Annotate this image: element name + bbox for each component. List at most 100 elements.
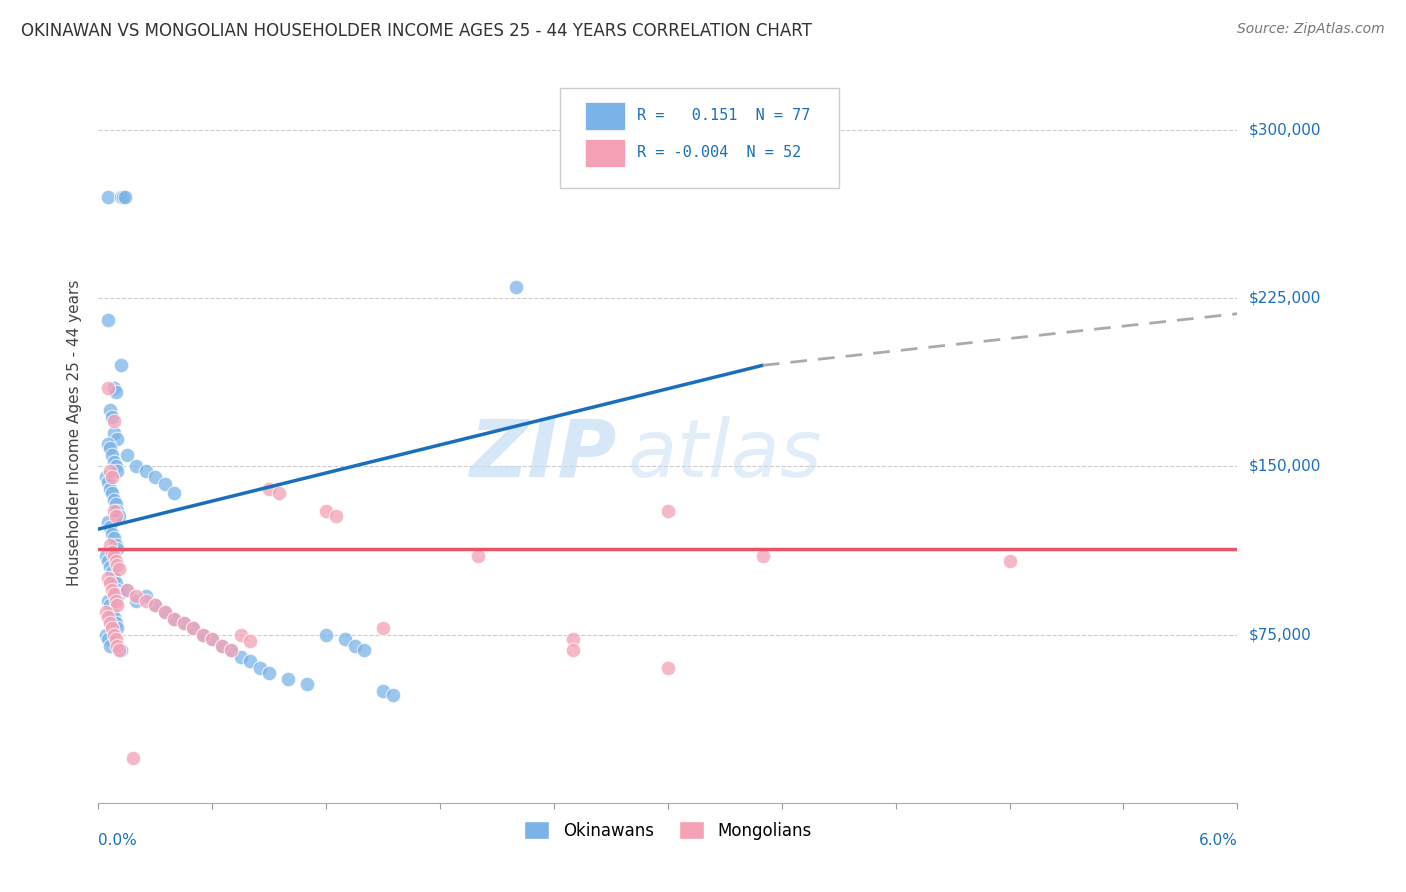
Point bbox=[94, 605, 117, 619]
Text: $300,000: $300,000 bbox=[1249, 122, 1320, 137]
Point bbox=[239, 655, 262, 669]
Point bbox=[107, 433, 129, 447]
Text: OKINAWAN VS MONGOLIAN HOUSEHOLDER INCOME AGES 25 - 44 YEARS CORRELATION CHART: OKINAWAN VS MONGOLIAN HOUSEHOLDER INCOME… bbox=[21, 22, 813, 40]
Point bbox=[110, 359, 132, 373]
Point bbox=[114, 190, 136, 204]
Point bbox=[211, 639, 233, 653]
Point bbox=[97, 381, 120, 395]
Point bbox=[249, 661, 271, 675]
Point bbox=[163, 486, 186, 500]
Point bbox=[371, 683, 394, 698]
Point bbox=[103, 609, 125, 624]
Point bbox=[100, 605, 122, 619]
Text: atlas: atlas bbox=[628, 416, 823, 494]
Point bbox=[107, 558, 129, 572]
Point bbox=[104, 385, 127, 400]
Point bbox=[110, 190, 132, 204]
Point bbox=[104, 538, 127, 552]
Point bbox=[97, 553, 120, 567]
Point bbox=[97, 437, 120, 451]
Point bbox=[97, 475, 120, 489]
Point bbox=[100, 486, 122, 500]
Point bbox=[267, 486, 290, 500]
Text: ZIP: ZIP bbox=[470, 416, 617, 494]
Point bbox=[97, 313, 120, 327]
Point bbox=[107, 542, 129, 557]
Point bbox=[153, 605, 176, 619]
Point bbox=[98, 520, 121, 534]
Point bbox=[98, 442, 121, 456]
Point bbox=[104, 576, 127, 591]
Point bbox=[277, 673, 299, 687]
Point bbox=[239, 634, 262, 648]
Point bbox=[103, 627, 125, 641]
Point bbox=[115, 582, 138, 597]
Point bbox=[325, 508, 347, 523]
Point bbox=[104, 497, 127, 511]
Point bbox=[115, 448, 138, 462]
Point bbox=[657, 661, 679, 675]
Point bbox=[145, 470, 166, 484]
Point bbox=[335, 632, 357, 646]
Point bbox=[103, 414, 125, 428]
Point bbox=[97, 594, 120, 608]
Point bbox=[259, 482, 281, 496]
Point bbox=[371, 621, 394, 635]
Point bbox=[191, 627, 214, 641]
Point bbox=[103, 455, 125, 469]
Point bbox=[229, 650, 252, 665]
Point bbox=[97, 632, 120, 646]
Point bbox=[191, 627, 214, 641]
Point bbox=[107, 504, 129, 518]
Point bbox=[108, 562, 131, 576]
Point bbox=[163, 612, 186, 626]
Point bbox=[98, 538, 121, 552]
Text: 0.0%: 0.0% bbox=[98, 833, 138, 848]
Point bbox=[104, 594, 127, 608]
FancyBboxPatch shape bbox=[560, 88, 839, 188]
Point bbox=[103, 587, 125, 601]
Point bbox=[183, 621, 205, 635]
Point bbox=[219, 643, 243, 657]
Point bbox=[94, 470, 117, 484]
Point bbox=[343, 639, 366, 653]
Point bbox=[104, 553, 127, 567]
Point bbox=[97, 190, 120, 204]
Point bbox=[125, 594, 148, 608]
Point bbox=[103, 425, 125, 440]
Point bbox=[100, 565, 122, 579]
Point bbox=[100, 582, 122, 597]
Point bbox=[98, 482, 121, 496]
Point bbox=[100, 409, 122, 424]
Point bbox=[100, 526, 122, 541]
Point bbox=[98, 616, 121, 631]
Point bbox=[108, 643, 131, 657]
Point bbox=[211, 639, 233, 653]
Point bbox=[103, 531, 125, 545]
Point bbox=[107, 582, 129, 597]
Legend: Okinawans, Mongolians: Okinawans, Mongolians bbox=[517, 814, 818, 847]
Point bbox=[219, 643, 243, 657]
Point bbox=[125, 459, 148, 474]
Point bbox=[94, 627, 117, 641]
Point bbox=[97, 609, 120, 624]
Point bbox=[103, 549, 125, 563]
Point bbox=[104, 616, 127, 631]
Point bbox=[97, 516, 120, 530]
Point bbox=[112, 190, 135, 204]
Text: R = -0.004  N = 52: R = -0.004 N = 52 bbox=[637, 145, 801, 160]
Point bbox=[998, 553, 1021, 567]
Point bbox=[100, 470, 122, 484]
Point bbox=[381, 688, 404, 702]
Point bbox=[98, 464, 121, 478]
Point bbox=[97, 571, 120, 585]
Point bbox=[153, 477, 176, 491]
Point bbox=[315, 504, 337, 518]
Point bbox=[135, 464, 157, 478]
Point bbox=[100, 621, 122, 635]
Point bbox=[467, 549, 489, 563]
Point bbox=[98, 576, 121, 591]
Point bbox=[201, 632, 224, 646]
Point bbox=[107, 621, 129, 635]
Point bbox=[201, 632, 224, 646]
